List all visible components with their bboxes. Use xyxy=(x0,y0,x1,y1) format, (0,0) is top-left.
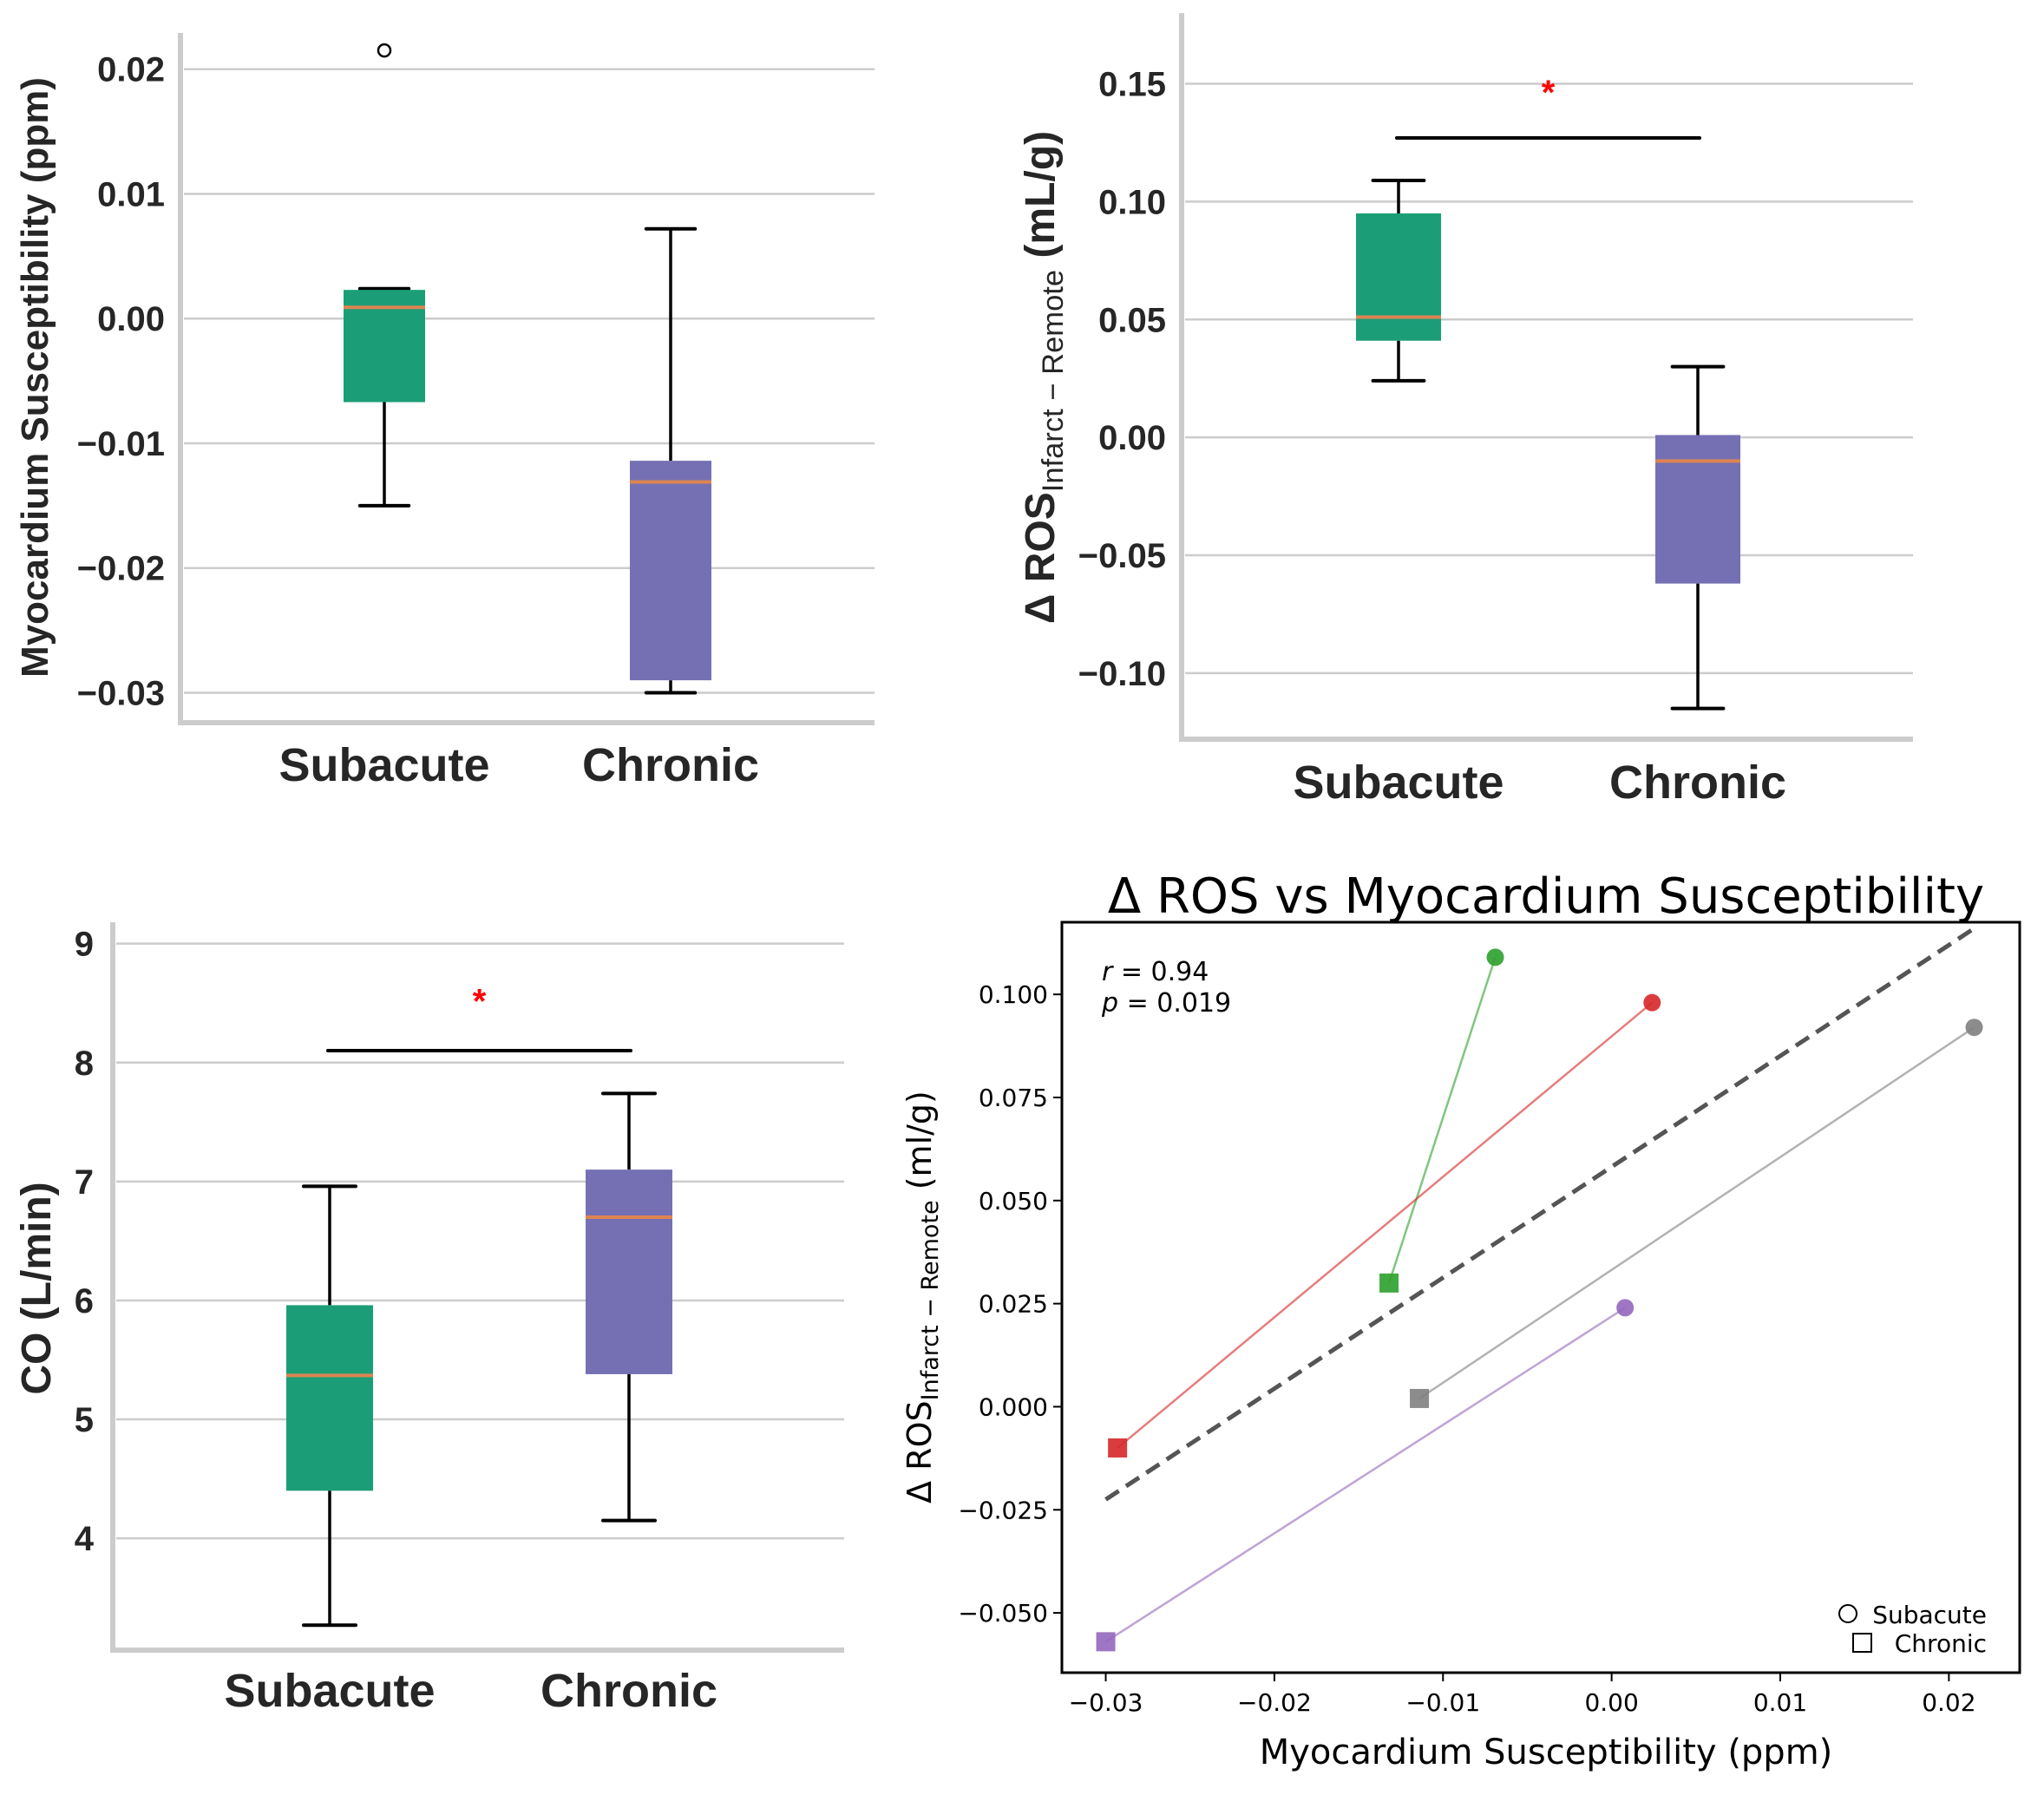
box-chronic xyxy=(630,461,711,681)
chronic-point xyxy=(1379,1273,1399,1293)
y-label-main: Δ ROS xyxy=(901,1400,939,1503)
r-symbol: r xyxy=(1102,957,1114,987)
co-boxplot-panel: 9 8 7 6 5 4 Subacute Chronic * CO (L/min) xyxy=(14,922,844,1717)
x-tick-label: 0.01 xyxy=(1753,1688,1807,1717)
y-tick-label: 0.02 xyxy=(97,51,165,89)
y-label-unit: (ml/g) xyxy=(901,1091,939,1200)
x-tick-label: Chronic xyxy=(540,1665,717,1717)
y-label-subscript: Infarct − Remote xyxy=(917,1200,944,1400)
subacute-point xyxy=(1616,1299,1635,1317)
y-tick-label: 0.050 xyxy=(979,1187,1048,1215)
x-tick-label: −0.01 xyxy=(1405,1688,1480,1717)
x-tick-label: Subacute xyxy=(278,739,489,791)
legend-square-icon xyxy=(1852,1633,1872,1653)
subject-connector-line xyxy=(1418,1026,1975,1399)
y-tick-label: 0.025 xyxy=(979,1290,1048,1319)
y-tick-label: 7 xyxy=(75,1163,94,1202)
y-axis-label: Myocardium Susceptibility (ppm) xyxy=(14,77,56,678)
chronic-point xyxy=(1108,1438,1128,1458)
plot-frame xyxy=(1060,920,2021,1674)
x-tick-label: Chronic xyxy=(582,739,759,791)
subacute-point xyxy=(1486,948,1504,966)
y-tick-label: −0.03 xyxy=(77,674,165,712)
significance-star: * xyxy=(473,982,487,1020)
chronic-point xyxy=(1096,1632,1116,1652)
y-tick-label: 4 xyxy=(75,1520,95,1558)
y-axis-label: Δ ROSInfarct − Remote (ml/g) xyxy=(901,1091,944,1503)
x-tick-label: Subacute xyxy=(224,1665,435,1717)
x-tick-label: Subacute xyxy=(1293,757,1504,809)
regression-line xyxy=(1104,927,1975,1502)
y-label-unit: (mL/g) xyxy=(1018,131,1064,270)
box-subacute xyxy=(286,1305,373,1491)
x-tick-label: −0.02 xyxy=(1237,1688,1312,1717)
y-tick-label: −0.01 xyxy=(77,425,165,463)
r-value: = 0.94 xyxy=(1112,957,1209,987)
subject-connector-line xyxy=(1117,1001,1654,1449)
box-chronic xyxy=(1655,435,1740,584)
y-tick-label: −0.05 xyxy=(1078,537,1166,575)
correlation-r-annotation: r = 0.94 xyxy=(1102,957,1209,987)
y-tick-label: 0.100 xyxy=(979,980,1048,1009)
y-axis-label: CO (L/min) xyxy=(14,1182,60,1394)
susceptibility-boxplot-panel: 0.02 0.01 0.00 −0.01 −0.02 −0.03 Subacute Chron… xyxy=(14,33,875,791)
y-tick-label: 5 xyxy=(75,1401,94,1439)
y-tick-label: 0.15 xyxy=(1098,66,1166,104)
outlier-point xyxy=(377,43,392,58)
y-tick-label: 0.05 xyxy=(1098,301,1166,339)
subacute-point xyxy=(1643,993,1661,1012)
p-value: = 0.019 xyxy=(1118,988,1231,1019)
y-tick-label: 0.10 xyxy=(1098,183,1166,221)
y-tick-label: 0.01 xyxy=(97,175,165,213)
y-tick-label: 6 xyxy=(75,1282,94,1320)
y-tick-label: 0.000 xyxy=(979,1392,1048,1421)
y-tick-label: 9 xyxy=(75,926,94,964)
legend-label-chronic: Chronic xyxy=(1895,1629,1987,1658)
y-tick-label: 0.00 xyxy=(97,300,165,338)
y-tick-label: −0.025 xyxy=(958,1496,1048,1524)
y-tick-label: 0.00 xyxy=(1098,419,1166,457)
x-tick-label: Chronic xyxy=(1609,757,1786,809)
chart-title: Δ ROS vs Myocardium Susceptibility xyxy=(1108,868,1984,925)
subject-connector-line xyxy=(1387,957,1497,1284)
y-tick-label: −0.10 xyxy=(1078,655,1166,693)
subacute-point xyxy=(1965,1019,1983,1037)
ros-boxplot-panel: 0.15 0.10 0.05 0.00 −0.05 −0.10 Subacute Chroni… xyxy=(1018,13,1913,809)
chronic-point xyxy=(1410,1388,1430,1408)
x-tick-label: 0.00 xyxy=(1584,1688,1638,1717)
y-label-main: Δ ROS xyxy=(1018,492,1064,624)
subject-connector-line xyxy=(1104,1307,1626,1643)
significance-star: * xyxy=(1542,74,1556,112)
y-tick-label: −0.02 xyxy=(77,550,165,588)
p-symbol: p xyxy=(1101,988,1118,1019)
y-axis-label: Δ ROSInfarct − Remote (mL/g) xyxy=(1018,131,1070,624)
box-subacute xyxy=(1356,213,1441,341)
legend-label-subacute: Subacute xyxy=(1872,1601,1987,1629)
y-tick-label: 0.075 xyxy=(979,1084,1048,1112)
x-tick-label: 0.02 xyxy=(1922,1688,1975,1717)
scatter-panel: Δ ROS vs Myocardium Susceptibility Myoca… xyxy=(901,868,2021,1772)
box-chronic xyxy=(586,1169,672,1374)
y-tick-label: −0.050 xyxy=(958,1599,1048,1628)
x-tick-label: −0.03 xyxy=(1069,1688,1143,1717)
legend-circle-icon xyxy=(1838,1604,1857,1623)
y-tick-label: 8 xyxy=(75,1045,94,1083)
x-axis-label: Myocardium Susceptibility (ppm) xyxy=(1260,1733,1833,1772)
y-label-subscript: Infarct − Remote xyxy=(1037,270,1070,492)
correlation-p-annotation: p = 0.019 xyxy=(1101,988,1231,1019)
